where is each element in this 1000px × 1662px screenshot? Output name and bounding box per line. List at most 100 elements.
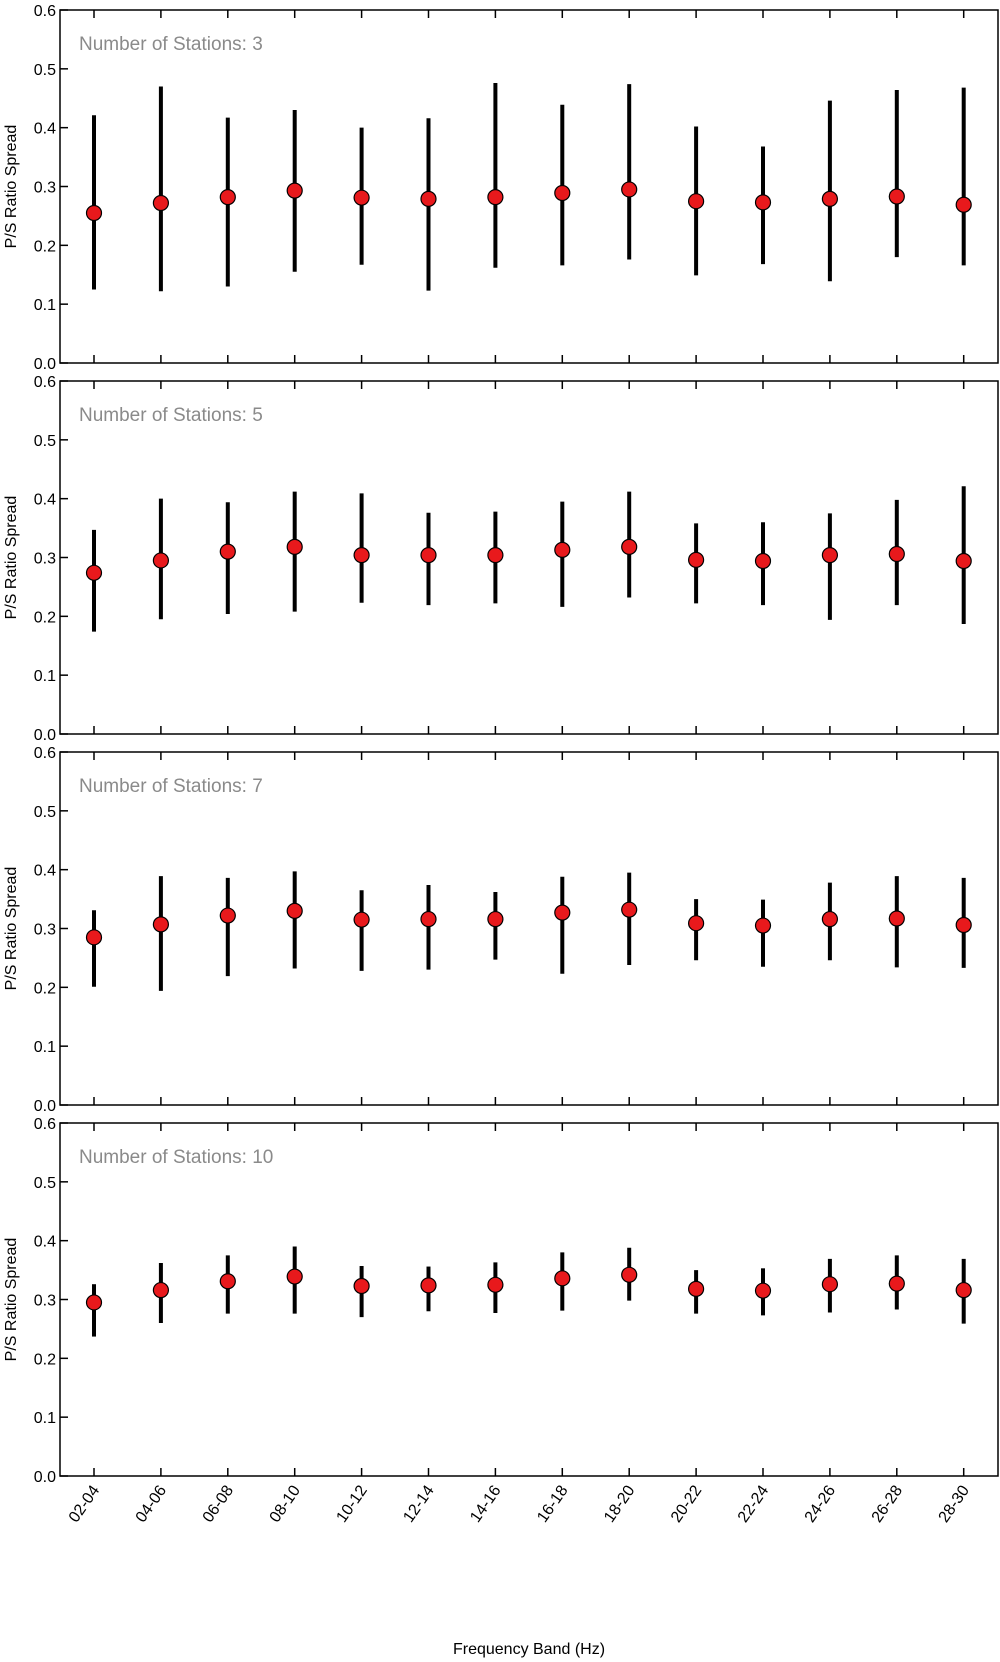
y-tick-label: 0.5 [34, 433, 56, 450]
mean-marker [420, 190, 437, 207]
y-tick-label: 0.3 [34, 180, 56, 197]
mean-marker [487, 188, 504, 206]
y-tick-label: 0.4 [34, 121, 56, 138]
y-tick-label: 0.0 [34, 1469, 56, 1486]
x-tick-label: 16-18 [534, 1482, 571, 1525]
mean-marker [152, 552, 169, 569]
x-tick-label: 14-16 [467, 1482, 504, 1525]
y-tick-label: 0.2 [34, 1351, 56, 1368]
plot-frame [59, 751, 999, 1106]
mean-marker [487, 1276, 504, 1293]
mean-marker [754, 552, 772, 570]
mean-marker [687, 551, 705, 568]
y-tick-label: 0.2 [34, 609, 56, 626]
x-tick-label: 22-24 [735, 1482, 772, 1525]
mean-marker [554, 184, 571, 202]
mean-marker [353, 911, 370, 928]
mean-marker [888, 1275, 905, 1292]
mean-marker [687, 1280, 705, 1298]
mean-marker [286, 902, 303, 919]
mean-marker [754, 1282, 772, 1299]
x-axis-label: Frequency Band (Hz) [453, 1641, 605, 1658]
mean-marker [353, 547, 370, 564]
plot-frame [59, 9, 999, 364]
mean-marker [152, 1281, 169, 1299]
mean-marker [152, 194, 169, 212]
mean-marker [219, 1273, 236, 1290]
y-tick-label: 0.5 [34, 62, 56, 79]
panel-annotation: Number of Stations: 5 [79, 405, 263, 426]
mean-marker [353, 1277, 370, 1295]
mean-marker [219, 188, 236, 206]
y-tick-label: 0.1 [34, 297, 56, 314]
panel-4: 0.0 0.1 0.2 0.3 0.4 0.5 0.6 P/S Ratio Spread Num… [3, 1116, 999, 1486]
mean-marker [754, 917, 772, 934]
y-tick-label: 0.6 [34, 1116, 56, 1133]
mean-marker [821, 190, 839, 207]
x-tick-label: 26-28 [869, 1482, 906, 1525]
y-axis-label: P/S Ratio Spread [3, 496, 20, 620]
mean-marker [554, 541, 571, 558]
mean-marker [85, 929, 103, 946]
y-tick-label: 0.3 [34, 1293, 56, 1310]
y-tick-label: 0.4 [34, 492, 56, 509]
y-axis-label: P/S Ratio Spread [3, 1238, 20, 1362]
mean-marker [554, 904, 571, 921]
y-tick-label: 0.4 [34, 863, 56, 880]
y-tick-label: 0.2 [34, 238, 56, 255]
mean-marker [219, 543, 236, 560]
y-tick-label: 0.0 [34, 727, 56, 744]
mean-marker [152, 916, 169, 933]
mean-marker [821, 547, 839, 564]
x-tick-label: 08-10 [267, 1482, 304, 1525]
mean-marker [687, 193, 705, 210]
plot-frame [59, 1122, 999, 1477]
mean-marker [487, 547, 504, 564]
x-tick-label: 10-12 [333, 1482, 370, 1525]
y-tick-label: 0.3 [34, 922, 56, 939]
mean-marker [219, 907, 236, 924]
mean-marker [821, 1276, 839, 1293]
mean-marker [955, 552, 972, 570]
y-tick-label: 0.6 [34, 3, 56, 20]
y-tick-label: 0.6 [34, 374, 56, 391]
panel-1: 0.0 0.1 0.2 0.3 0.4 0.5 0.6 P/S Ratio Spread Num… [3, 3, 999, 373]
plot-frame [59, 380, 999, 735]
mean-marker [621, 901, 638, 918]
y-tick-label: 0.1 [34, 668, 56, 685]
mean-marker [821, 910, 839, 928]
x-tick-label: 28-30 [936, 1482, 973, 1525]
mean-marker [888, 910, 905, 927]
y-axis-label: P/S Ratio Spread [3, 125, 20, 249]
y-tick-label: 0.2 [34, 980, 56, 997]
mean-marker [420, 1277, 437, 1294]
mean-marker [621, 1266, 638, 1283]
x-tick-label: 12-14 [400, 1482, 437, 1525]
mean-marker [754, 194, 772, 211]
mean-marker [888, 188, 905, 205]
mean-marker [420, 547, 437, 564]
mean-marker [286, 1268, 303, 1285]
panel-annotation: Number of Stations: 3 [79, 34, 263, 55]
x-tick-label: 02-04 [66, 1482, 103, 1525]
y-tick-label: 0.1 [34, 1039, 56, 1056]
x-tick-label: 24-26 [802, 1482, 839, 1525]
mean-marker [286, 538, 303, 556]
mean-marker [420, 910, 437, 928]
x-tick-label: 20-22 [668, 1482, 705, 1525]
x-tick-label: 06-08 [200, 1482, 237, 1525]
y-tick-label: 0.6 [34, 745, 56, 762]
y-tick-label: 0.0 [34, 356, 56, 373]
mean-marker [955, 916, 972, 934]
mean-marker [554, 1270, 571, 1287]
mean-marker [85, 204, 103, 222]
y-tick-label: 0.5 [34, 1175, 56, 1192]
panel-3: 0.0 0.1 0.2 0.3 0.4 0.5 0.6 P/S Ratio Spread Num… [3, 745, 999, 1115]
mean-marker [955, 196, 972, 213]
x-tick-label: 04-06 [133, 1482, 170, 1525]
mean-marker [621, 538, 638, 556]
mean-marker [85, 564, 103, 581]
x-tick-label: 18-20 [601, 1482, 638, 1525]
y-tick-label: 0.0 [34, 1098, 56, 1115]
